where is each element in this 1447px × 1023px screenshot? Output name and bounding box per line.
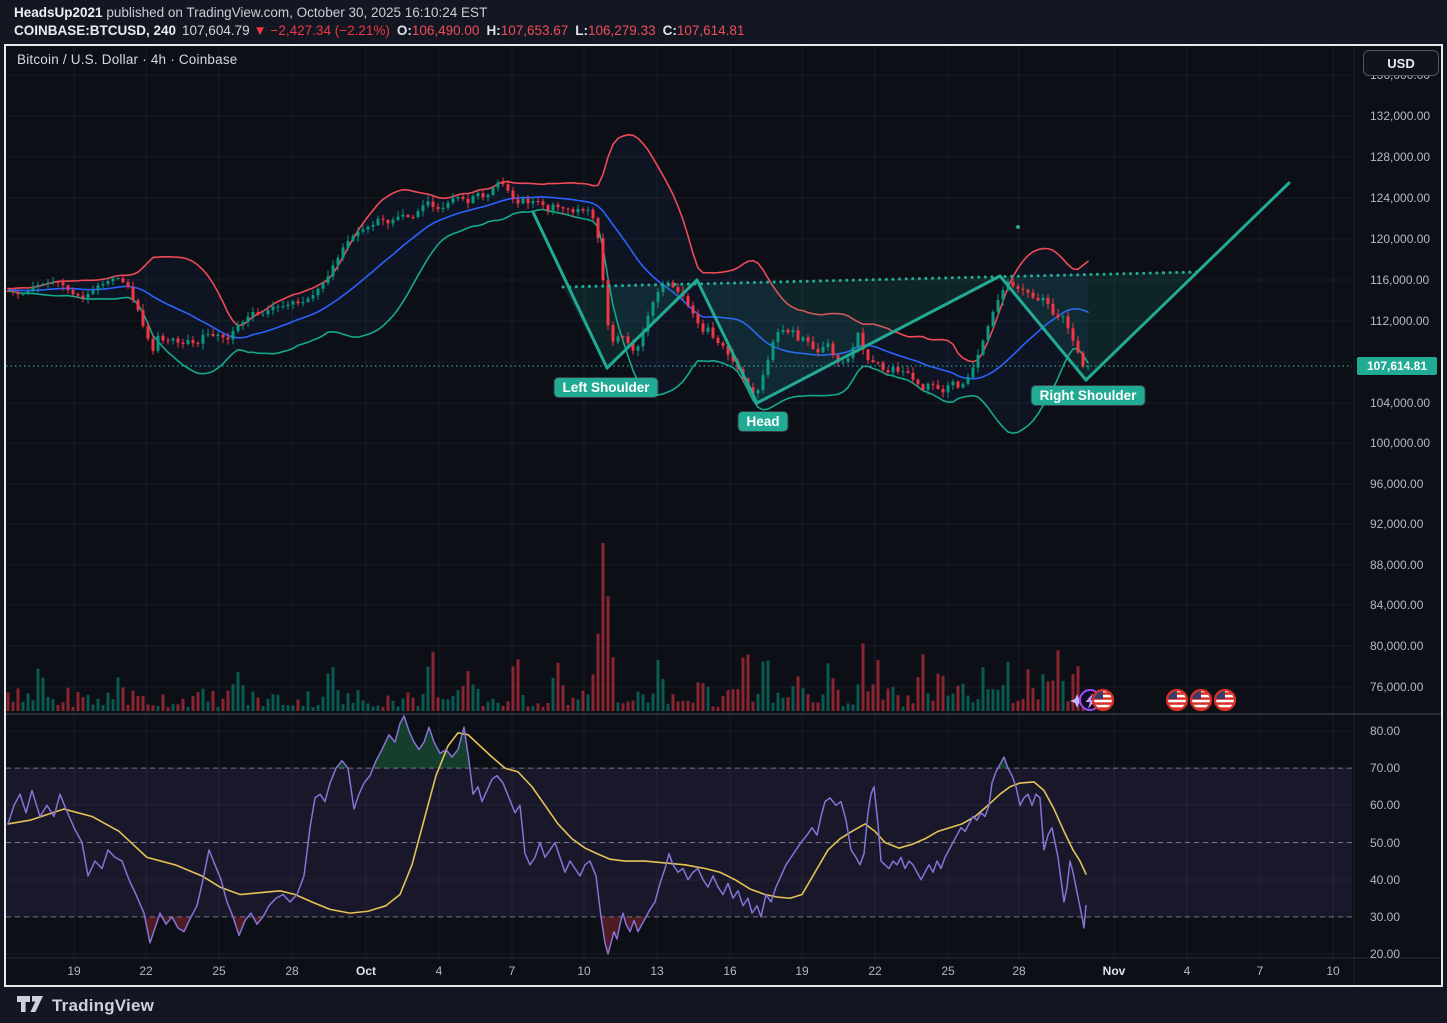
time-tick: 10 (1326, 964, 1340, 978)
time-tick: Nov (1103, 964, 1126, 978)
last-price-axis-label[interactable]: 107,614.81 (1357, 357, 1437, 375)
price-tick: 128,000.00 (1370, 150, 1430, 164)
price-tick: 116,000.00 (1370, 273, 1429, 287)
time-tick: 4 (1184, 964, 1191, 978)
time-tick: 19 (67, 964, 81, 978)
time-tick: 28 (1012, 964, 1026, 978)
time-tick: 7 (509, 964, 516, 978)
time-tick: 25 (212, 964, 226, 978)
chart-title: Bitcoin / U.S. Dollar · 4h · Coinbase (17, 52, 238, 67)
pattern-label-right-shoulder[interactable]: Right Shoulder (1031, 386, 1145, 405)
rsi-tick: 20.00 (1370, 947, 1400, 961)
high-label: H: (486, 23, 501, 38)
published-text: published on TradingView.com, October 30… (102, 5, 488, 20)
close-value: 107,614.81 (676, 23, 745, 38)
rsi-tick: 40.00 (1370, 873, 1400, 887)
down-arrow-icon: ▼ (253, 23, 267, 38)
time-tick: 13 (650, 964, 664, 978)
price-tick: 88,000.00 (1370, 558, 1424, 572)
symbol-label: COINBASE:BTCUSD, 240 (14, 23, 177, 38)
time-tick: 22 (139, 964, 153, 978)
rsi-tick: 30.00 (1370, 910, 1400, 924)
low-value: 106,279.33 (588, 23, 656, 38)
time-tick: 10 (577, 964, 591, 978)
tradingview-logo-icon (16, 994, 52, 1019)
tradingview-logo[interactable]: TradingView (16, 994, 154, 1019)
pattern-label-head[interactable]: Head (738, 412, 788, 431)
currency-usd-button[interactable]: USD (1363, 50, 1439, 76)
rsi-tick: 60.00 (1370, 798, 1400, 812)
time-tick: 7 (1257, 964, 1264, 978)
rsi-tick: 50.00 (1370, 836, 1400, 850)
chart-frame (4, 44, 1443, 987)
high-value: 107,653.67 (500, 23, 569, 38)
time-tick: 22 (868, 964, 882, 978)
price-tick: 104,000.00 (1370, 396, 1430, 410)
price-tick: 80,000.00 (1370, 639, 1424, 653)
open-value: 106,490.00 (411, 23, 480, 38)
time-tick: Oct (356, 964, 376, 978)
price-change: −2,427.34 (−2.21%) (270, 23, 390, 38)
time-tick: 19 (795, 964, 809, 978)
symbol-ohlc-row: COINBASE:BTCUSD, 240 107,604.79 ▼ −2,427.… (14, 21, 744, 40)
tradingview-brand-text: TradingView (52, 996, 155, 1015)
price-tick: 84,000.00 (1370, 598, 1424, 612)
price-tick: 112,000.00 (1370, 314, 1429, 328)
author-name: HeadsUp2021 (14, 5, 103, 20)
snapshot-byline: HeadsUp2021 published on TradingView.com… (14, 3, 487, 22)
price-tick: 76,000.00 (1370, 680, 1424, 694)
time-tick: 25 (941, 964, 955, 978)
time-tick: 28 (285, 964, 299, 978)
last-price: 107,604.79 (182, 23, 250, 38)
price-tick: 124,000.00 (1370, 191, 1430, 205)
price-tick: 132,000.00 (1370, 109, 1430, 123)
price-tick: 96,000.00 (1370, 477, 1424, 491)
low-label: L: (575, 23, 589, 38)
price-tick: 92,000.00 (1370, 517, 1424, 531)
rsi-tick: 80.00 (1370, 724, 1400, 738)
time-tick: 4 (436, 964, 443, 978)
time-tick: 16 (723, 964, 737, 978)
pattern-label-left-shoulder[interactable]: Left Shoulder (554, 378, 658, 397)
rsi-tick: 70.00 (1370, 761, 1400, 775)
close-label: C: (662, 23, 677, 38)
open-label: O: (396, 23, 412, 38)
price-tick: 120,000.00 (1370, 232, 1430, 246)
footer-bar: TradingView (0, 989, 1447, 1023)
price-tick: 100,000.00 (1370, 436, 1430, 450)
